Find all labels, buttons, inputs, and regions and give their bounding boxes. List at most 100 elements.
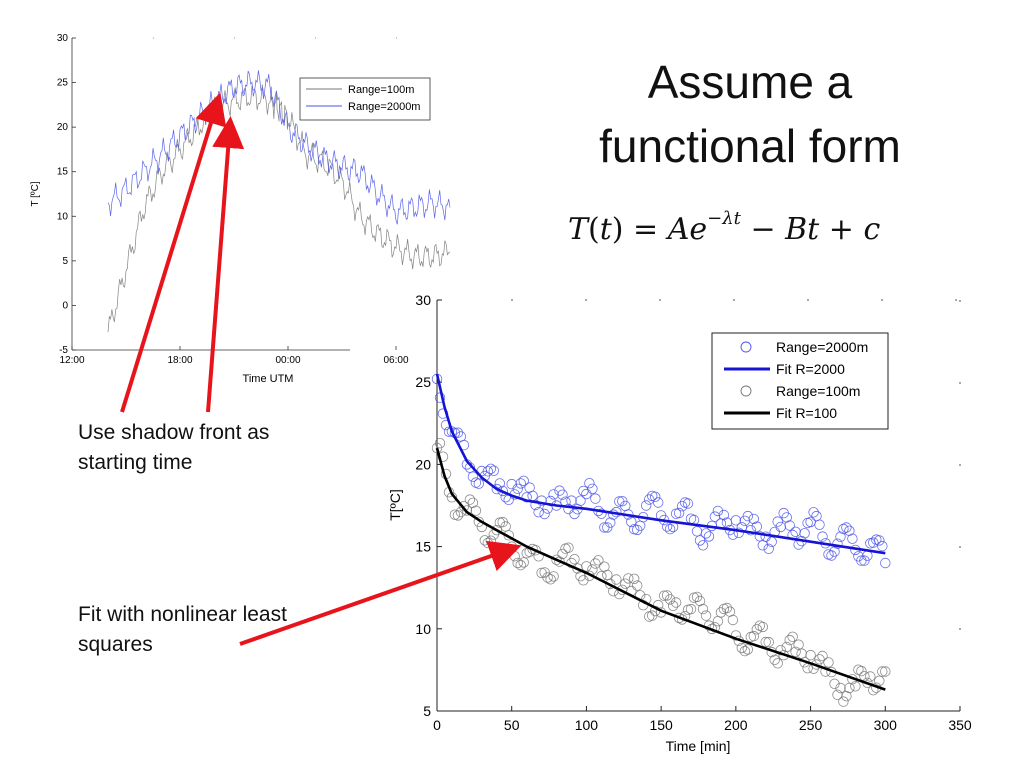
- chart2-point-range2000: [880, 557, 891, 569]
- chart2-legend-marker-range2000: [740, 341, 752, 353]
- chart1-y-tick-label: 30: [57, 33, 69, 44]
- equation-t: t: [599, 212, 612, 247]
- chart2-point-range2000: [703, 531, 715, 542]
- chart2-legend-fit100: Fit R=100: [776, 405, 837, 421]
- chart2-point-range100: [856, 665, 867, 677]
- chart1-legend: Range=100m Range=2000m: [299, 77, 431, 121]
- chart2-legend-range100: Range=100m: [776, 383, 860, 399]
- chart2-point-range100: [491, 524, 503, 536]
- chart2-y-tick-label: 30: [415, 292, 431, 308]
- chart2-point-range100: [727, 614, 739, 626]
- chart2-point-range100: [874, 675, 885, 687]
- chart2-point-range100: [452, 510, 464, 521]
- chart2-point-range2000: [676, 500, 688, 512]
- chart2-point-range100: [628, 573, 640, 585]
- chart2-point-range100: [461, 505, 473, 516]
- chart2-point-range2000: [832, 538, 843, 549]
- chart2-point-range2000: [868, 537, 879, 548]
- chart2-point-range2000: [799, 528, 810, 539]
- chart2-point-range100: [467, 497, 479, 509]
- chart2-point-range100: [515, 559, 526, 571]
- chart2-point-range2000: [841, 522, 852, 533]
- chart2-point-range2000: [784, 520, 795, 531]
- chart2-point-range100: [739, 645, 751, 657]
- chart2-point-range100: [865, 671, 876, 682]
- chart2-point-range2000: [778, 507, 789, 519]
- chart2-point-range100: [712, 616, 724, 627]
- chart2-point-range100: [590, 558, 601, 569]
- chart2-point-range2000: [733, 527, 745, 539]
- note-shadow-front: Use shadow front as starting time: [78, 421, 270, 474]
- chart2-point-range2000: [596, 508, 607, 519]
- chart1-y-axis-label: T [ºC]: [30, 181, 41, 206]
- note-nonlinear-fit: Fit with nonlinear least squares: [78, 603, 287, 656]
- chart2-point-range100: [485, 535, 497, 546]
- chart2-point-range100: [757, 621, 769, 633]
- chart2-point-range100: [569, 554, 580, 565]
- chart2-point-range2000: [557, 489, 568, 500]
- chart2-point-range2000: [584, 477, 595, 489]
- chart1-x-tick-label: 18:00: [167, 355, 192, 366]
- chart2-x-tick-label: 0: [433, 717, 441, 733]
- chart2-x-axis-label: Time [min]: [666, 738, 731, 754]
- chart2-point-range100: [814, 654, 825, 665]
- chart2-point-range100: [593, 555, 604, 566]
- chart2-point-range100: [611, 574, 622, 585]
- chart2-point-range100: [664, 594, 676, 605]
- chart2-point-range100: [835, 682, 846, 694]
- chart2-point-range100: [560, 543, 571, 554]
- chart2-x-tick-label: 50: [504, 717, 520, 733]
- chart2-point-range100: [563, 542, 574, 553]
- chart2-point-range100: [548, 571, 559, 582]
- chart2-point-range100: [434, 437, 446, 449]
- chart2-point-range100: [838, 696, 849, 707]
- chart2-point-range100: [769, 654, 780, 666]
- chart2-point-range2000: [512, 483, 523, 495]
- slide-title-line-2: functional form: [599, 120, 901, 172]
- chart2-point-range2000: [494, 478, 506, 489]
- chart2-point-range2000: [835, 531, 846, 542]
- chart2-x-tick-label: 300: [874, 717, 898, 733]
- chart2-point-range2000: [590, 493, 601, 504]
- chart2-point-range100: [542, 572, 553, 583]
- chart2-point-range2000: [826, 550, 837, 561]
- equation-c: c: [863, 212, 881, 247]
- chart2-point-range100: [632, 580, 643, 591]
- chart2-point-range2000: [859, 555, 870, 566]
- chart2-point-range2000: [482, 466, 494, 477]
- chart2-x-tick-label: 250: [799, 717, 823, 733]
- chart2-point-range2000: [817, 531, 828, 542]
- chart2-point-range100: [700, 610, 712, 621]
- chart2-point-range100: [581, 561, 592, 572]
- chart2-point-range100: [623, 573, 634, 584]
- chart2-point-range2000: [664, 523, 676, 535]
- chart1-x-tick-label: 06:00: [383, 355, 408, 366]
- chart2-point-range2000: [877, 540, 888, 552]
- chart2-point-range2000: [805, 516, 816, 528]
- chart2-point-range100: [602, 569, 613, 581]
- chart2-point-range100: [464, 494, 476, 505]
- chart2-y-tick-label: 20: [415, 456, 431, 472]
- chart2-point-range100: [620, 578, 631, 589]
- chart2-point-range2000: [682, 498, 694, 509]
- chart2-point-range2000: [697, 540, 709, 551]
- chart2-y-tick-label: 10: [415, 621, 431, 637]
- chart2-point-range100: [587, 564, 598, 575]
- chart2-point-range2000: [521, 492, 532, 503]
- chart2-point-range2000: [763, 543, 774, 555]
- chart2-point-range2000: [515, 478, 526, 489]
- chart2-point-range2000: [539, 508, 550, 520]
- chart2-point-range2000: [814, 519, 825, 530]
- equation-A: A: [667, 212, 690, 247]
- chart2-point-range2000: [829, 546, 840, 557]
- equation-minus: −: [750, 212, 776, 247]
- chart2-x-tick-label: 150: [649, 717, 673, 733]
- chart2-point-range2000: [757, 540, 769, 551]
- chart2-point-range100: [545, 574, 556, 585]
- chart2-point-range100: [518, 557, 529, 568]
- chart2-point-range2000: [518, 475, 529, 487]
- chart2-point-range100: [530, 545, 541, 556]
- chart2-point-range100: [721, 602, 733, 614]
- chart1-y-tick-label: 0: [62, 300, 68, 311]
